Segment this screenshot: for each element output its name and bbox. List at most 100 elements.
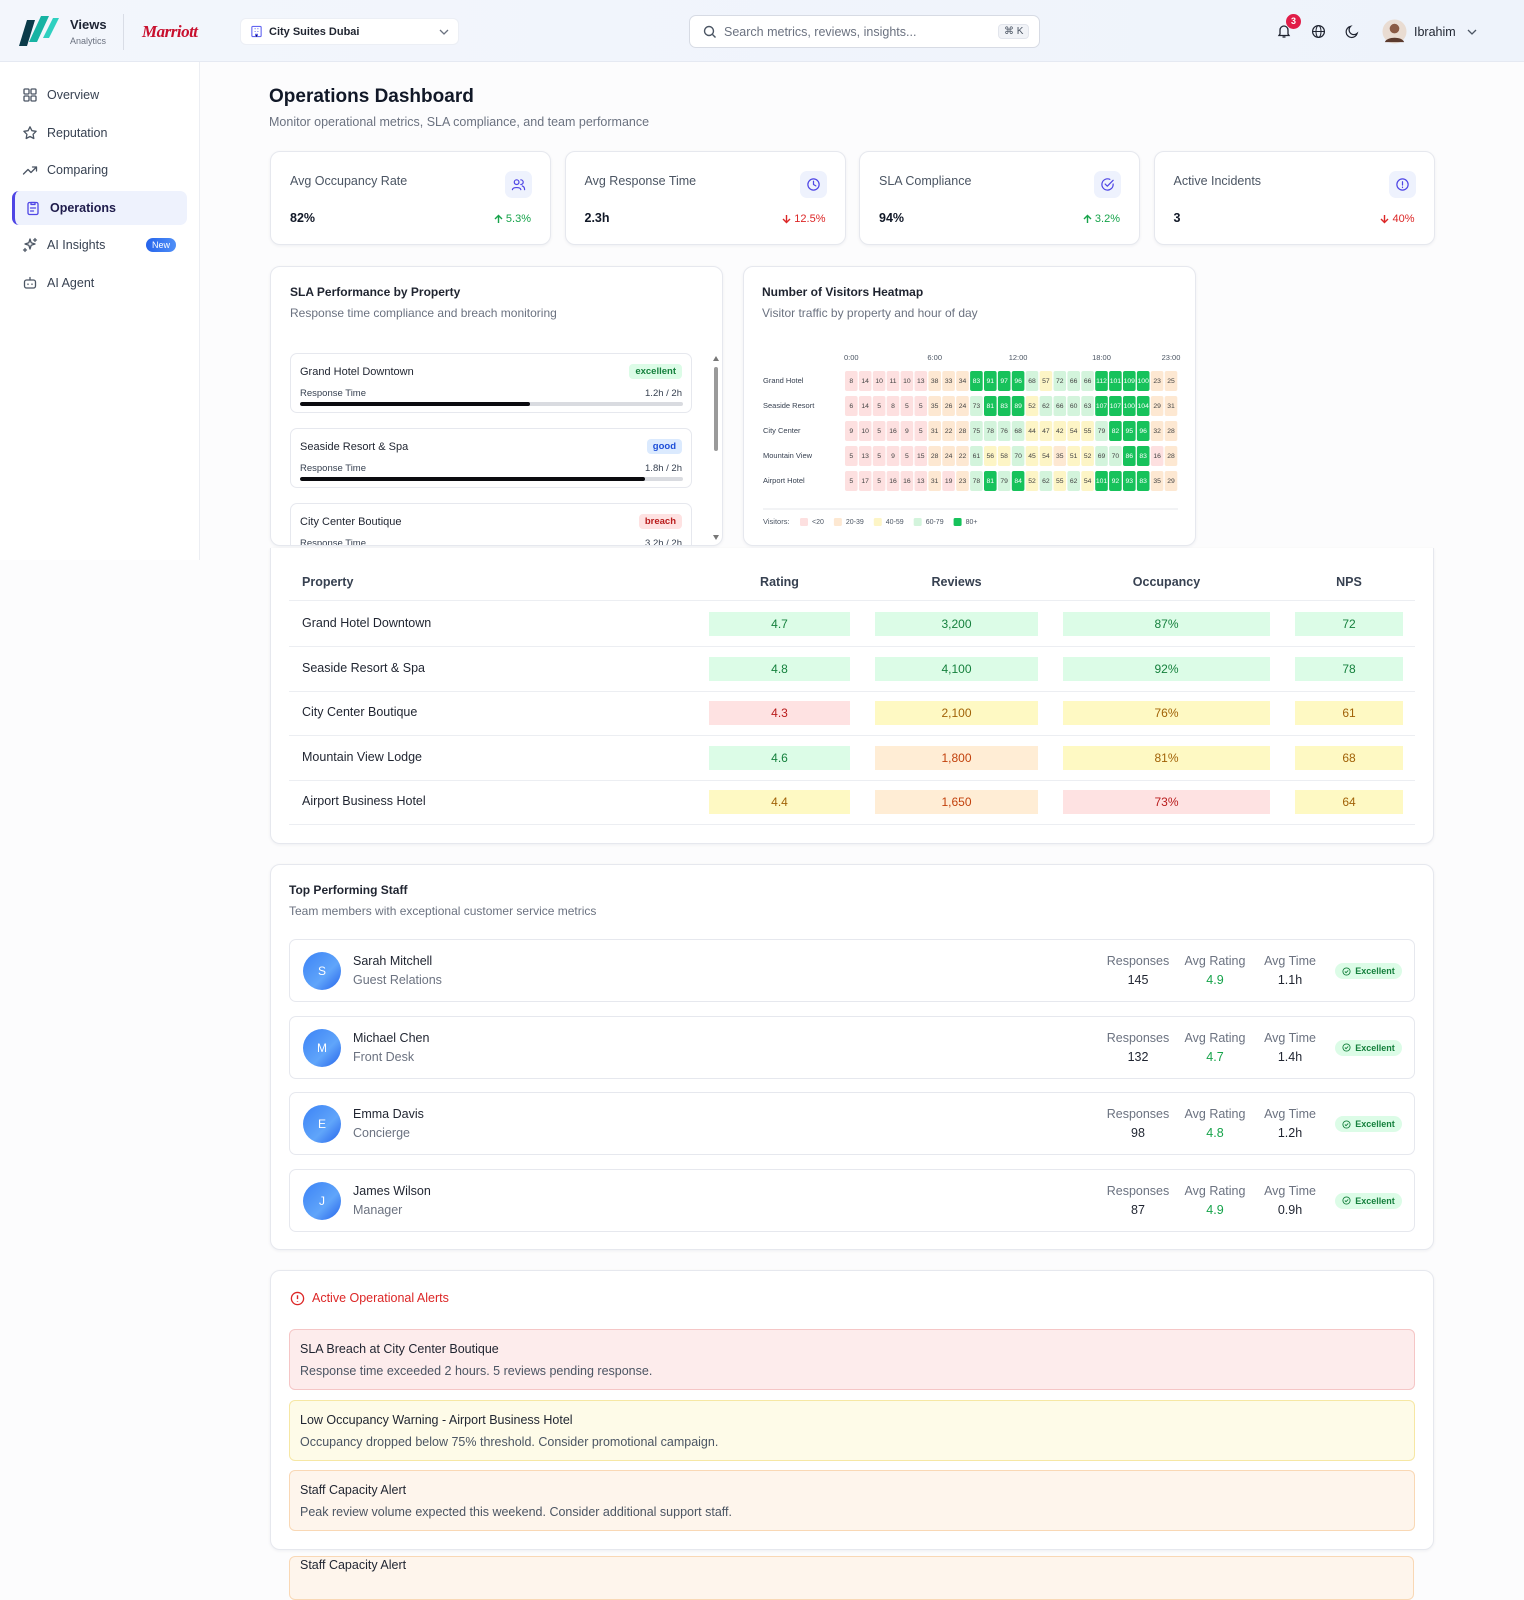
nav-item[interactable]: Comparing bbox=[12, 153, 187, 187]
kpi-change-value: 3.2% bbox=[1094, 213, 1120, 225]
heat-value: 13 bbox=[917, 378, 925, 385]
heat-value: 25 bbox=[1167, 378, 1175, 385]
nav-item[interactable]: Operations bbox=[12, 190, 187, 225]
heat-cell bbox=[845, 421, 858, 441]
heat-cell bbox=[845, 446, 858, 466]
heat-value: 35 bbox=[931, 403, 939, 410]
heat-cell bbox=[1150, 446, 1164, 466]
heat-value: 9 bbox=[905, 428, 909, 435]
heat-cell bbox=[942, 446, 955, 466]
heat-cell bbox=[1067, 396, 1080, 416]
staff-row: E Emma Davis Concierge Responses 98 Avg Ratin… bbox=[289, 1092, 1415, 1155]
heat-value: 101 bbox=[1110, 378, 1122, 385]
staff-name: Michael Chen bbox=[353, 1030, 430, 1045]
legend-label: <20 bbox=[812, 519, 824, 526]
metric-cell: 87% bbox=[1063, 612, 1270, 636]
stat-label: Responses bbox=[1106, 1107, 1170, 1121]
badge-text: Excellent bbox=[1355, 1195, 1395, 1206]
scrollbar[interactable] bbox=[712, 353, 720, 543]
check-icon bbox=[1342, 1196, 1351, 1205]
heat-cell bbox=[1123, 421, 1136, 441]
property-name: Airport Business Hotel bbox=[302, 794, 426, 809]
heat-cell bbox=[900, 471, 914, 491]
nav-item[interactable]: AI Insights New bbox=[12, 228, 187, 262]
heat-cell bbox=[1011, 396, 1025, 416]
heat-cell bbox=[956, 396, 969, 416]
heat-value: 70 bbox=[1112, 453, 1120, 460]
row-line bbox=[289, 600, 1415, 601]
heat-cell bbox=[1067, 471, 1080, 491]
heat-cell bbox=[1164, 446, 1178, 466]
heat-cell bbox=[1164, 471, 1178, 491]
heat-cell bbox=[1109, 446, 1122, 466]
row-line bbox=[289, 735, 1415, 737]
heat-cell bbox=[1053, 396, 1067, 416]
heat-value: 28 bbox=[1167, 453, 1175, 460]
legend-swatch bbox=[953, 518, 962, 526]
heat-value: 83 bbox=[973, 378, 981, 385]
heat-value: 17 bbox=[861, 478, 869, 485]
heat-value: 42 bbox=[1056, 428, 1064, 435]
sla-property: Grand Hotel Downtown bbox=[300, 366, 414, 378]
heat-cell bbox=[1025, 471, 1039, 491]
sla-metric-label: Response Time bbox=[300, 388, 367, 399]
heat-cell bbox=[1150, 471, 1164, 491]
stat-value: 4.8 bbox=[1206, 1126, 1224, 1140]
language-button[interactable] bbox=[1311, 24, 1326, 39]
heat-value: 55 bbox=[1056, 478, 1064, 485]
heat-value: 81 bbox=[987, 403, 995, 410]
property-name: Mountain View Lodge bbox=[302, 749, 422, 764]
heat-value: 52 bbox=[1028, 478, 1036, 485]
heat-value: 73 bbox=[973, 403, 981, 410]
stat-label: Responses bbox=[1106, 954, 1170, 968]
staff-role: Manager bbox=[353, 1202, 403, 1217]
stat-value: 145 bbox=[1127, 973, 1149, 987]
heat-value: 5 bbox=[877, 403, 881, 410]
kpi-change-value: 12.5% bbox=[794, 213, 826, 225]
heat-cell bbox=[1011, 471, 1025, 491]
heat-cell bbox=[1081, 471, 1094, 491]
heat-value: 66 bbox=[1056, 403, 1064, 410]
icon-glyph bbox=[511, 179, 526, 191]
heat-cell bbox=[1081, 446, 1094, 466]
nav-item[interactable]: AI Agent bbox=[12, 266, 187, 300]
search-box[interactable]: Search metrics, reviews, insights... ⌘ K bbox=[689, 15, 1040, 48]
avatar bbox=[1382, 19, 1407, 44]
heat-cell bbox=[1123, 446, 1136, 466]
heat-value: 13 bbox=[861, 453, 869, 460]
heat-cell bbox=[997, 471, 1011, 491]
heat-cell bbox=[1081, 421, 1094, 441]
heat-cell bbox=[984, 371, 997, 391]
search-placeholder: Search metrics, reviews, insights... bbox=[724, 25, 917, 39]
heat-cell bbox=[1095, 396, 1108, 416]
nav-item[interactable]: Reputation bbox=[12, 116, 187, 150]
property-selector[interactable]: City Suites Dubai bbox=[240, 18, 459, 45]
user-menu[interactable]: Ibrahim bbox=[1382, 18, 1478, 46]
heat-cell bbox=[1053, 446, 1067, 466]
heat-value: 44 bbox=[1028, 428, 1036, 435]
heat-cell bbox=[900, 396, 914, 416]
heat-cell bbox=[956, 371, 969, 391]
heat-value: 72 bbox=[1056, 378, 1064, 385]
sla-value: 1.2h / 2h bbox=[645, 388, 682, 399]
heat-cell bbox=[1164, 396, 1178, 416]
sticky-alert-ghost: Staff Capacity Alert bbox=[289, 1556, 1414, 1600]
heat-cell bbox=[984, 446, 997, 466]
nav-item[interactable]: Overview bbox=[12, 78, 187, 112]
heat-value: 32 bbox=[1153, 428, 1161, 435]
alert-item: SLA Breach at City Center Boutique Respon… bbox=[289, 1329, 1415, 1390]
bell-button[interactable] bbox=[1276, 23, 1292, 39]
chevron bbox=[1467, 29, 1477, 35]
card-subtitle: Team members with exceptional customer s… bbox=[289, 904, 597, 918]
kpi-value: 3 bbox=[1173, 211, 1181, 225]
heat-value: 6 bbox=[849, 403, 853, 410]
heat-cell bbox=[1067, 371, 1080, 391]
legend-label: 20-39 bbox=[846, 519, 864, 526]
brand-name: Views bbox=[70, 17, 107, 32]
heat-value: 23 bbox=[959, 478, 967, 485]
stat-value: 4.9 bbox=[1206, 1202, 1224, 1217]
heat-value: 54 bbox=[1070, 428, 1078, 435]
brand-logo bbox=[19, 16, 59, 46]
sla-value: 3.2h / 2h bbox=[645, 538, 682, 546]
theme-button[interactable] bbox=[1345, 24, 1360, 39]
